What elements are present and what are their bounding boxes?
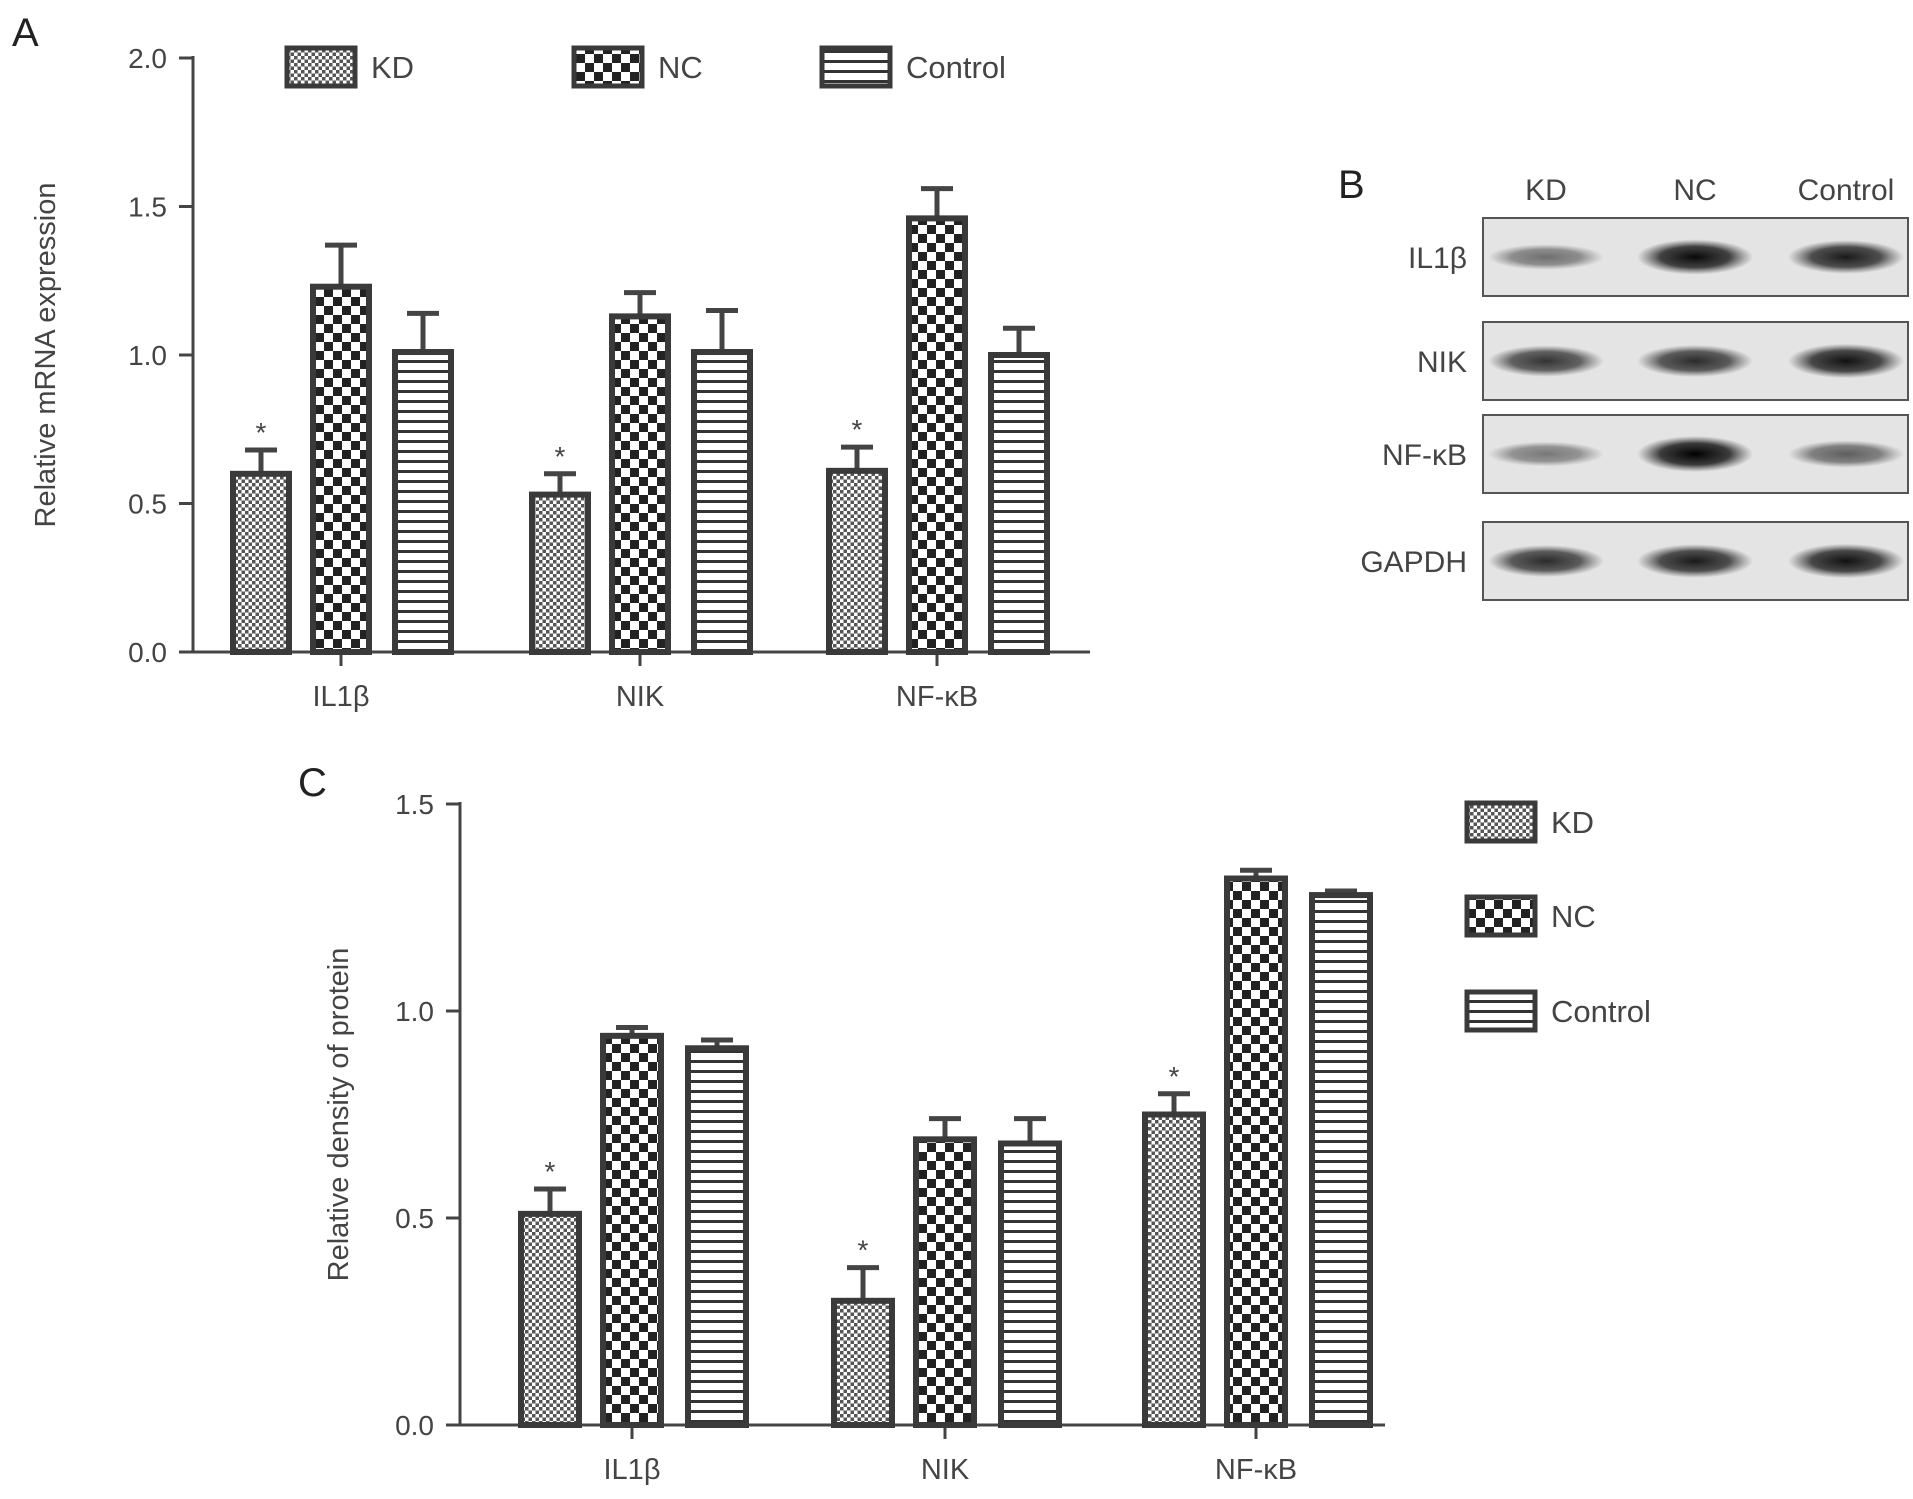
y-axis-label: Relative mRNA expression	[30, 183, 62, 528]
bar-kd	[1142, 1111, 1206, 1428]
blot-row: IL1β	[1408, 217, 1909, 297]
x-tick-label: NIK	[616, 681, 665, 713]
x-tick-label: NIK	[921, 1454, 970, 1486]
protein-label: GAPDH	[1360, 546, 1467, 579]
legend-swatch-control	[819, 45, 893, 89]
blot-row: GAPDH	[1360, 521, 1909, 601]
panel-label-c: C	[298, 761, 327, 805]
blot-band	[1488, 244, 1604, 270]
lane-label: Control	[1798, 174, 1895, 207]
significance-mark: *	[555, 441, 566, 472]
panel-label-a: A	[12, 11, 39, 55]
legend-swatch-kd	[1464, 800, 1538, 844]
blot-band	[1788, 543, 1904, 579]
significance-mark: *	[858, 1235, 869, 1266]
bar-nc	[310, 283, 372, 655]
protein-label: NF-κB	[1382, 439, 1467, 472]
significance-mark: *	[545, 1156, 556, 1187]
legend-a: KD NC Control	[284, 45, 1006, 89]
blot-band	[1637, 544, 1753, 578]
bar-kd	[230, 470, 292, 655]
y-tick-label: 0.0	[128, 637, 167, 668]
y-tick-label: 0.5	[128, 489, 167, 520]
blot-band	[1637, 345, 1753, 377]
bar-nc	[906, 215, 968, 655]
y-tick-label: 0.5	[395, 1203, 434, 1234]
blot-band	[1788, 343, 1904, 379]
bar-control	[691, 349, 753, 655]
chart-c: 0.0 0.5 1.0 1.5 Relative density of protein I…	[323, 789, 1385, 1486]
bar-nc	[1224, 875, 1288, 1428]
legend-label: KD	[371, 50, 414, 85]
lane-label: KD	[1525, 174, 1567, 207]
significance-mark: *	[256, 417, 267, 448]
bar-nc	[600, 1032, 664, 1428]
x-tick-label: NF-κB	[896, 681, 978, 713]
x-tick-label: IL1β	[313, 681, 370, 713]
blot-band	[1488, 345, 1604, 377]
legend-label: Control	[906, 50, 1006, 85]
bar-kd	[831, 1297, 895, 1429]
legend-c: KD NC Control	[1464, 800, 1651, 1033]
bar-kd	[826, 467, 888, 655]
x-tick-label: NF-κB	[1215, 1454, 1297, 1486]
lane-label: NC	[1673, 174, 1716, 207]
blot-band	[1488, 441, 1604, 467]
blot-band	[1637, 239, 1753, 275]
protein-label: IL1β	[1408, 242, 1467, 275]
y-tick-label: 0.0	[395, 1410, 434, 1441]
panel-label-b: B	[1338, 163, 1365, 207]
blot-band	[1488, 545, 1604, 577]
significance-mark: *	[852, 414, 863, 445]
legend-label: Control	[1551, 994, 1651, 1029]
legend-label: KD	[1551, 805, 1594, 840]
blot-row: NF-κB	[1382, 414, 1909, 494]
y-tick-label: 1.5	[395, 789, 434, 820]
bar-control	[392, 349, 454, 655]
blot-band	[1637, 436, 1753, 472]
legend-label: NC	[658, 50, 703, 85]
x-tick-label: IL1β	[604, 1454, 661, 1486]
bar-kd	[529, 491, 591, 655]
y-axis-label: Relative density of protein	[323, 948, 355, 1282]
legend-swatch-nc	[571, 45, 645, 89]
chart-a: 0.0 0.5 1.0 1.5 2.0 Relative mRNA expression I…	[30, 43, 1090, 713]
y-tick-label: 1.5	[128, 192, 167, 223]
blot-band	[1788, 440, 1904, 468]
bar-control	[998, 1140, 1062, 1428]
blot-band	[1788, 240, 1904, 274]
bar-nc	[913, 1136, 977, 1428]
legend-swatch-nc	[1464, 894, 1538, 938]
significance-mark: *	[1169, 1061, 1180, 1092]
protein-label: NIK	[1417, 346, 1467, 379]
bar-control	[685, 1045, 749, 1428]
legend-swatch-control	[1464, 989, 1538, 1033]
y-tick-label: 1.0	[395, 996, 434, 1027]
legend-swatch-kd	[284, 45, 358, 89]
bar-control	[1309, 892, 1373, 1428]
bar-kd	[518, 1210, 582, 1428]
western-blot: KD NC Control IL1β NIK NF-κB GAPDH	[1360, 174, 1909, 601]
y-tick-label: 2.0	[128, 43, 167, 74]
y-tick-label: 1.0	[128, 340, 167, 371]
legend-label: NC	[1551, 899, 1596, 934]
blot-row: NIK	[1417, 321, 1909, 401]
bar-control	[988, 352, 1050, 655]
bar-nc	[609, 313, 671, 655]
